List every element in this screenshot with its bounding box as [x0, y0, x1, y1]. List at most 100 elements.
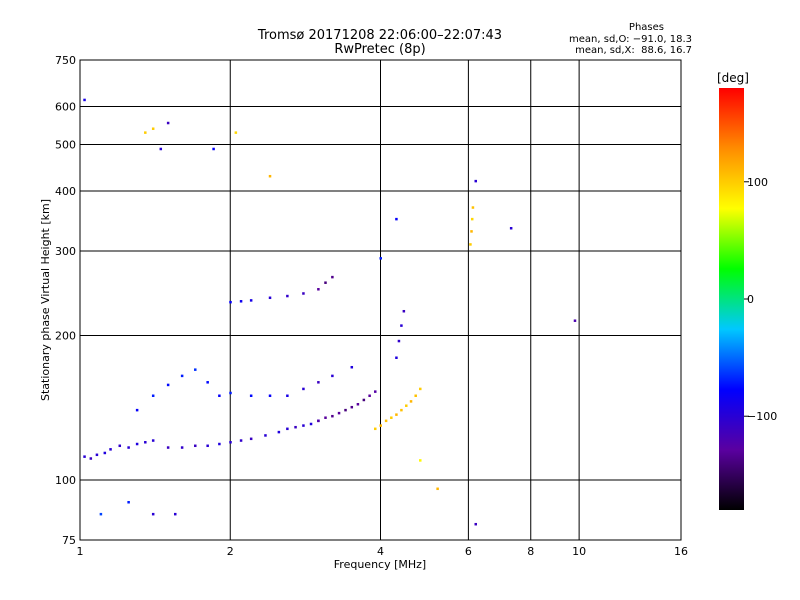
data-point — [374, 427, 377, 431]
y-tick-label: 400 — [55, 185, 76, 198]
data-point — [379, 257, 382, 260]
data-point — [249, 437, 253, 441]
data-point — [234, 131, 238, 134]
data-point — [436, 487, 439, 491]
data-point — [206, 444, 209, 448]
data-point — [471, 206, 475, 209]
y-tick-label: 200 — [55, 330, 76, 343]
data-point — [194, 444, 197, 448]
data-point — [99, 512, 103, 516]
data-point — [218, 442, 221, 446]
colorbar-tick-label: −100 — [747, 410, 777, 423]
data-point — [344, 408, 347, 412]
y-tick-label: 75 — [62, 534, 76, 547]
data-point — [331, 414, 334, 418]
data-point — [409, 400, 413, 403]
data-point — [414, 394, 417, 398]
data-point — [206, 381, 209, 384]
data-point — [239, 300, 243, 303]
data-point — [302, 387, 305, 391]
x-tick-label: 10 — [572, 545, 586, 558]
data-point — [405, 404, 408, 407]
data-point — [397, 339, 401, 343]
data-point — [419, 459, 422, 462]
data-point — [470, 230, 473, 233]
data-point — [135, 408, 139, 412]
data-point — [400, 408, 403, 412]
colorbar — [719, 88, 744, 510]
chart-title: Tromsø 20171208 22:06:00–22:07:43 — [257, 28, 503, 43]
plot-frame — [79, 59, 682, 541]
x-tick-label: 8 — [527, 545, 534, 558]
data-point — [151, 127, 155, 130]
data-point — [294, 425, 297, 429]
data-point — [317, 419, 320, 423]
data-point — [395, 356, 398, 359]
data-point — [144, 441, 147, 444]
data-point — [173, 512, 177, 516]
data-point — [151, 512, 155, 516]
phase-stats-x: mean, sd,X: 88.6, 16.7 — [575, 45, 692, 56]
data-point — [395, 217, 398, 221]
x-tick-label: 16 — [674, 545, 688, 558]
data-point — [249, 394, 253, 398]
data-point — [229, 441, 232, 444]
data-point — [159, 147, 163, 151]
data-point — [356, 403, 360, 406]
data-point — [264, 434, 267, 437]
colorbar-ticks: 100 0 −100 — [744, 176, 777, 423]
data-point — [317, 288, 320, 291]
data-point — [400, 324, 403, 327]
data-point — [469, 243, 472, 246]
phase-heading: Phases — [628, 22, 664, 33]
data-point — [324, 281, 327, 284]
data-point — [135, 442, 139, 446]
data-point — [309, 422, 313, 426]
data-point — [419, 387, 422, 391]
data-point — [470, 217, 474, 221]
data-point — [374, 390, 377, 393]
data-point — [286, 394, 289, 398]
data-point — [268, 394, 272, 398]
data-point — [249, 299, 253, 302]
data-point — [151, 439, 155, 442]
y-tick-label: 100 — [55, 474, 76, 487]
data-point — [268, 174, 272, 178]
data-point — [239, 439, 243, 442]
data-point — [474, 179, 477, 183]
data-point — [83, 455, 86, 458]
data-point — [151, 394, 155, 398]
data-point — [331, 275, 334, 279]
data-point — [286, 294, 289, 298]
x-tick-label: 4 — [377, 545, 384, 558]
data-point — [350, 365, 354, 369]
data-point — [402, 309, 406, 313]
data-point — [317, 381, 320, 384]
data-point — [277, 430, 281, 434]
y-tick-label: 600 — [55, 101, 76, 114]
data-point — [509, 227, 513, 230]
data-point — [127, 500, 130, 504]
x-tick-label: 1 — [77, 545, 84, 558]
plot-grid — [80, 60, 681, 540]
data-point — [362, 398, 366, 402]
data-point — [384, 419, 388, 423]
data-point — [302, 292, 305, 295]
data-point — [194, 368, 197, 371]
data-point — [89, 457, 93, 460]
y-tick-labels: 75 100 200 300 400 500 600 750 — [55, 54, 76, 547]
data-point — [180, 374, 184, 378]
data-point — [229, 391, 232, 395]
data-point — [95, 453, 99, 457]
data-point — [368, 394, 371, 398]
data-point — [109, 448, 112, 451]
data-point — [573, 319, 577, 322]
phase-stats-o: mean, sd,O: −91.0, 18.3 — [569, 34, 692, 45]
data-point — [395, 413, 398, 416]
y-tick-label: 300 — [55, 245, 76, 258]
x-tick-labels: 1 2 4 6 8 10 16 — [77, 545, 689, 558]
data-point — [166, 121, 170, 125]
data-point — [212, 147, 215, 151]
data-point — [229, 300, 232, 304]
